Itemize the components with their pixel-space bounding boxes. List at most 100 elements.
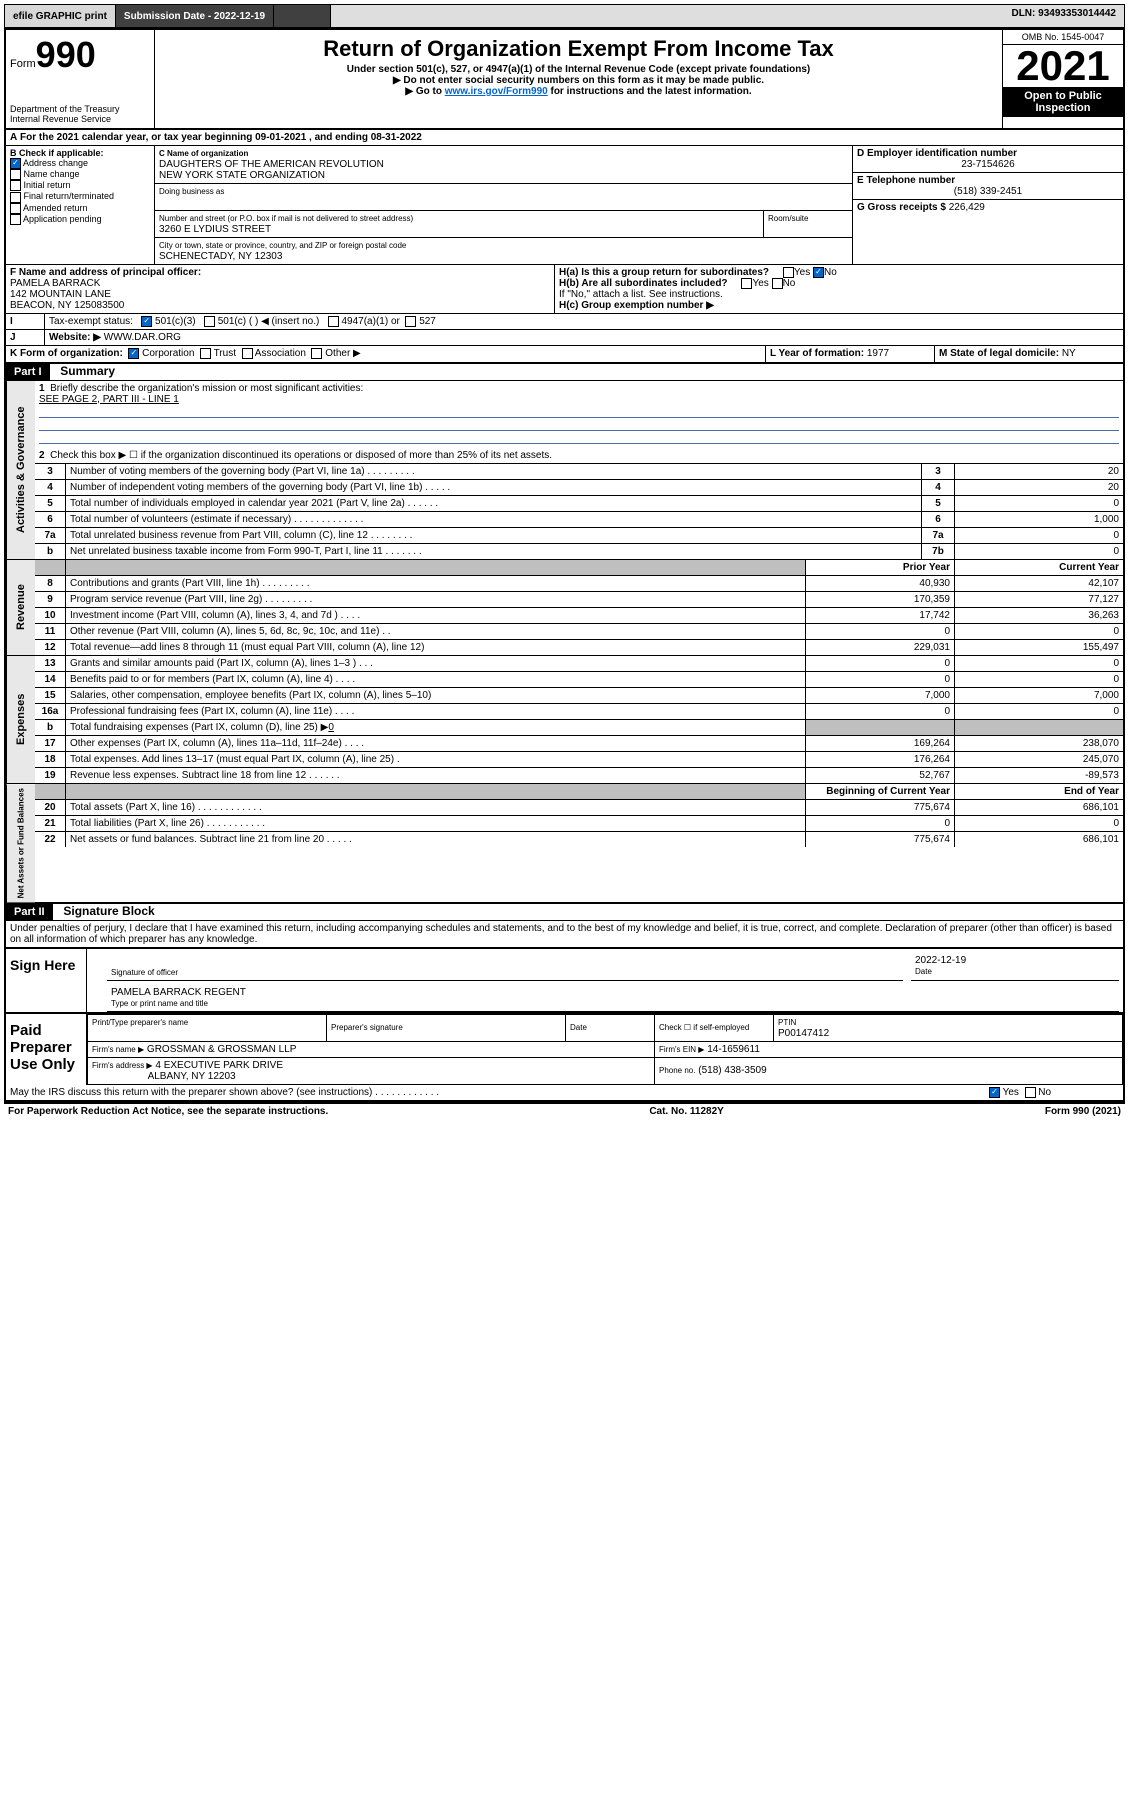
inspect-1: Open to Public — [1006, 90, 1120, 102]
org-name-2: NEW YORK STATE ORGANIZATION — [159, 170, 325, 181]
sig-name-lbl: Type or print name and title — [111, 999, 208, 1008]
ein-value: 23-7154626 — [857, 159, 1119, 170]
top-toolbar: efile GRAPHIC print Submission Date - 20… — [4, 4, 1125, 28]
subtitle-2: ▶ Do not enter social security numbers o… — [159, 75, 998, 86]
vlabel-revenue: Revenue — [6, 560, 35, 655]
sig-name: PAMELA BARRACK REGENT — [111, 987, 246, 998]
part1-title: Summary — [52, 364, 115, 378]
chk-ha-no[interactable] — [813, 267, 824, 278]
chk-amended[interactable] — [10, 203, 21, 214]
officer-addr2: BEACON, NY 125083500 — [10, 300, 124, 311]
q3: Number of voting members of the governin… — [66, 464, 921, 479]
j-label: Website: ▶ — [49, 332, 101, 343]
inspect-2: Inspection — [1006, 102, 1120, 114]
may-irs-text: May the IRS discuss this return with the… — [6, 1085, 985, 1100]
street-address: 3260 E LYDIUS STREET — [159, 224, 271, 235]
q6: Total number of volunteers (estimate if … — [66, 512, 921, 527]
f-label: F Name and address of principal officer: — [10, 267, 201, 278]
v6: 1,000 — [954, 512, 1123, 527]
chk-4947[interactable] — [328, 316, 339, 327]
chk-527[interactable] — [405, 316, 416, 327]
submission-date-button[interactable]: Submission Date - 2022-12-19 — [116, 5, 274, 27]
q1a: SEE PAGE 2, PART III - LINE 1 — [39, 394, 179, 405]
b-addr: Address change — [23, 158, 88, 168]
chk-app[interactable] — [10, 214, 21, 225]
chk-501c3[interactable] — [141, 316, 152, 327]
phone-value: (518) 339-2451 — [857, 186, 1119, 197]
ha-label: H(a) Is this a group return for subordin… — [559, 267, 769, 278]
v3: 20 — [954, 464, 1123, 479]
room-label: Room/suite — [768, 214, 808, 223]
b-label: B Check if applicable: — [10, 148, 150, 158]
m-label: M State of legal domicile: — [939, 348, 1059, 359]
gross-receipts: 226,429 — [949, 202, 985, 213]
form990-link[interactable]: www.irs.gov/Form990 — [445, 86, 548, 97]
subtitle-3-post: for instructions and the latest informat… — [548, 86, 752, 97]
chk-discuss-no[interactable] — [1025, 1087, 1036, 1098]
footer-left: For Paperwork Reduction Act Notice, see … — [8, 1106, 328, 1117]
subtitle-1: Under section 501(c), 527, or 4947(a)(1)… — [159, 64, 998, 75]
tax-year: 2021 — [1003, 45, 1123, 87]
paid-preparer-label: Paid Preparer Use Only — [6, 1014, 87, 1085]
v7a: 0 — [954, 528, 1123, 543]
chk-address[interactable] — [10, 158, 21, 169]
city-label: City or town, state or province, country… — [159, 241, 406, 250]
g-label: G Gross receipts $ — [857, 202, 946, 213]
part2-hdr: Part II — [6, 904, 53, 920]
page-footer: For Paperwork Reduction Act Notice, see … — [4, 1103, 1125, 1119]
chk-corp[interactable] — [128, 348, 139, 359]
chk-assoc[interactable] — [242, 348, 253, 359]
vlabel-netassets: Net Assets or Fund Balances — [6, 784, 35, 902]
form-number: 990 — [36, 34, 96, 75]
chk-hb-no[interactable] — [772, 278, 783, 289]
subtitle-3-pre: ▶ Go to — [405, 86, 444, 97]
sig-officer-lbl: Signature of officer — [111, 968, 178, 977]
efile-print-button[interactable]: efile GRAPHIC print — [5, 5, 116, 27]
d-label: D Employer identification number — [857, 148, 1017, 159]
e-label: E Telephone number — [857, 175, 955, 186]
chk-ha-yes[interactable] — [783, 267, 794, 278]
q7b: Net unrelated business taxable income fr… — [66, 544, 921, 559]
dln-label: DLN: 93493353014442 — [1003, 5, 1124, 27]
form-title: Return of Organization Exempt From Incom… — [159, 36, 998, 62]
q5: Total number of individuals employed in … — [66, 496, 921, 511]
q2: Check this box ▶ ☐ if the organization d… — [50, 450, 552, 461]
line-a: A For the 2021 calendar year, or tax yea… — [6, 130, 426, 145]
l-label: L Year of formation: — [770, 348, 864, 359]
officer-name: PAMELA BARRACK — [10, 278, 100, 289]
irs-label: Internal Revenue Service — [10, 114, 150, 124]
q4: Number of independent voting members of … — [66, 480, 921, 495]
i-label: Tax-exempt status: — [49, 316, 133, 327]
part2-title: Signature Block — [55, 904, 154, 918]
form-header: Form990 Department of the Treasury Inter… — [6, 30, 1123, 130]
hb-note: If "No," attach a list. See instructions… — [559, 289, 1119, 300]
k-label: K Form of organization: — [10, 349, 123, 360]
chk-trust[interactable] — [200, 348, 211, 359]
chk-hb-yes[interactable] — [741, 278, 752, 289]
footer-mid: Cat. No. 11282Y — [649, 1106, 723, 1117]
q1: Briefly describe the organization's miss… — [50, 383, 363, 394]
b-name: Name change — [24, 169, 80, 179]
chk-discuss-yes[interactable] — [989, 1087, 1000, 1098]
c-label: C Name of organization — [159, 149, 248, 158]
l-value: 1977 — [867, 348, 889, 359]
date-lbl: Date — [915, 967, 932, 976]
org-name-1: DAUGHTERS OF THE AMERICAN REVOLUTION — [159, 159, 384, 170]
hc-label: H(c) Group exemption number ▶ — [559, 300, 1119, 311]
chk-other[interactable] — [311, 348, 322, 359]
q7a: Total unrelated business revenue from Pa… — [66, 528, 921, 543]
chk-name[interactable] — [10, 169, 21, 180]
dept-label: Department of the Treasury — [10, 104, 150, 114]
v5: 0 — [954, 496, 1123, 511]
v7b: 0 — [954, 544, 1123, 559]
chk-501c[interactable] — [204, 316, 215, 327]
city-state-zip: SCHENECTADY, NY 12303 — [159, 251, 282, 262]
vlabel-expenses: Expenses — [6, 656, 35, 783]
chk-final[interactable] — [10, 192, 21, 203]
toolbar-spacer — [274, 5, 331, 27]
b-init: Initial return — [24, 180, 71, 190]
curr-hdr: Current Year — [954, 560, 1123, 575]
m-value: NY — [1062, 348, 1076, 359]
sig-date: 2022-12-19 — [915, 955, 966, 966]
chk-initial[interactable] — [10, 180, 21, 191]
